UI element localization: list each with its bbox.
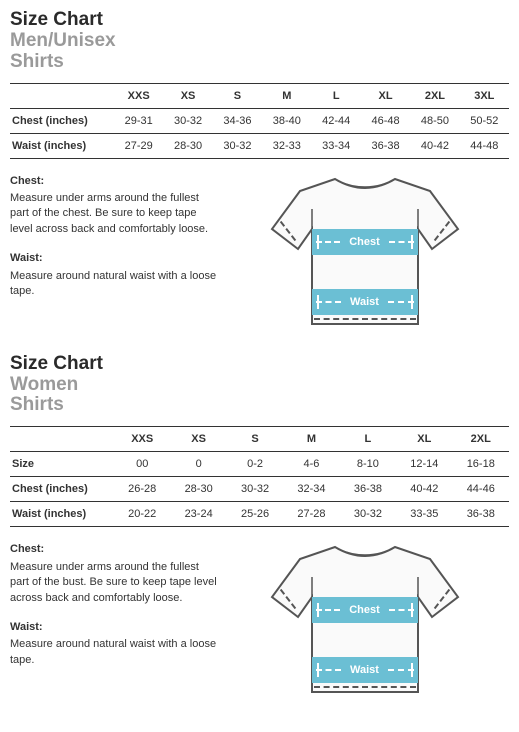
men-size-table: XXSXSSMLXL2XL3XL Chest (inches)29-3130-3… bbox=[10, 83, 509, 159]
women-chest-desc: Measure under arms around the fullest pa… bbox=[10, 560, 220, 606]
cell: 29-31 bbox=[114, 108, 163, 133]
cell: 30-32 bbox=[227, 477, 283, 502]
men-info-text: Chest: Measure under arms around the ful… bbox=[10, 174, 220, 334]
table-header: S bbox=[213, 83, 262, 108]
row-label: Waist (inches) bbox=[10, 502, 114, 527]
cell: 28-30 bbox=[163, 133, 212, 158]
women-title-main: Size Chart bbox=[10, 354, 509, 375]
cell: 32-33 bbox=[262, 133, 311, 158]
men-title-main: Size Chart bbox=[10, 10, 509, 31]
table-row: Chest (inches)29-3130-3234-3638-4042-444… bbox=[10, 108, 509, 133]
men-waist-label: Waist: bbox=[10, 251, 220, 266]
men-chest-label: Chest: bbox=[10, 174, 220, 189]
table-header: 2XL bbox=[453, 427, 509, 452]
men-chest-band: Chest bbox=[312, 229, 418, 255]
table-header: XXS bbox=[114, 427, 170, 452]
women-shirt-diagram: Chest Waist bbox=[260, 537, 470, 702]
cell: 50-52 bbox=[460, 108, 509, 133]
cell: 30-32 bbox=[213, 133, 262, 158]
cell: 23-24 bbox=[170, 502, 226, 527]
women-info-text: Chest: Measure under arms around the ful… bbox=[10, 542, 220, 702]
women-section: Size Chart Women Shirts XXSXSSMLXL2XL Si… bbox=[10, 354, 509, 703]
table-header: XL bbox=[396, 427, 452, 452]
cell: 32-34 bbox=[283, 477, 339, 502]
cell: 46-48 bbox=[361, 108, 410, 133]
row-label: Size bbox=[10, 452, 114, 477]
men-shirt-wrap: Chest Waist bbox=[220, 169, 509, 334]
table-header: M bbox=[283, 427, 339, 452]
men-band-waist-label: Waist bbox=[345, 296, 384, 308]
table-row: Size0000-24-68-1012-1416-18 bbox=[10, 452, 509, 477]
table-header bbox=[10, 83, 114, 108]
cell: 0 bbox=[170, 452, 226, 477]
table-header bbox=[10, 427, 114, 452]
table-header: XXS bbox=[114, 83, 163, 108]
cell: 28-30 bbox=[170, 477, 226, 502]
cell: 33-35 bbox=[396, 502, 452, 527]
table-header: XS bbox=[163, 83, 212, 108]
cell: 0-2 bbox=[227, 452, 283, 477]
women-band-waist-label: Waist bbox=[345, 664, 384, 676]
cell: 36-38 bbox=[361, 133, 410, 158]
table-header: L bbox=[312, 83, 361, 108]
table-row: Waist (inches)27-2928-3030-3232-3333-343… bbox=[10, 133, 509, 158]
cell: 44-48 bbox=[460, 133, 509, 158]
men-title-sub2: Shirts bbox=[10, 52, 509, 73]
row-label: Chest (inches) bbox=[10, 477, 114, 502]
cell: 12-14 bbox=[396, 452, 452, 477]
men-waist-desc: Measure around natural waist with a loos… bbox=[10, 269, 220, 300]
women-title-sub1: Women bbox=[10, 375, 509, 396]
cell: 27-28 bbox=[283, 502, 339, 527]
men-shirt-diagram: Chest Waist bbox=[260, 169, 470, 334]
women-waist-band: Waist bbox=[312, 657, 418, 683]
cell: 00 bbox=[114, 452, 170, 477]
men-title-sub1: Men/Unisex bbox=[10, 31, 509, 52]
cell: 4-6 bbox=[283, 452, 339, 477]
table-header: 2XL bbox=[410, 83, 459, 108]
table-row: Chest (inches)26-2828-3030-3232-3436-384… bbox=[10, 477, 509, 502]
cell: 16-18 bbox=[453, 452, 509, 477]
cell: 34-36 bbox=[213, 108, 262, 133]
table-header: XL bbox=[361, 83, 410, 108]
men-info-row: Chest: Measure under arms around the ful… bbox=[10, 174, 509, 334]
cell: 33-34 bbox=[312, 133, 361, 158]
table-header: L bbox=[340, 427, 396, 452]
cell: 30-32 bbox=[340, 502, 396, 527]
women-header-row: XXSXSSMLXL2XL bbox=[10, 427, 509, 452]
cell: 8-10 bbox=[340, 452, 396, 477]
cell: 40-42 bbox=[410, 133, 459, 158]
cell: 44-46 bbox=[453, 477, 509, 502]
cell: 48-50 bbox=[410, 108, 459, 133]
women-waist-label: Waist: bbox=[10, 620, 220, 635]
women-size-table: XXSXSSMLXL2XL Size0000-24-68-1012-1416-1… bbox=[10, 426, 509, 527]
men-chest-desc: Measure under arms around the fullest pa… bbox=[10, 191, 220, 237]
men-band-chest-label: Chest bbox=[344, 236, 385, 248]
cell: 20-22 bbox=[114, 502, 170, 527]
cell: 26-28 bbox=[114, 477, 170, 502]
cell: 30-32 bbox=[163, 108, 212, 133]
cell: 25-26 bbox=[227, 502, 283, 527]
women-chest-band: Chest bbox=[312, 597, 418, 623]
cell: 40-42 bbox=[396, 477, 452, 502]
men-header-row: XXSXSSMLXL2XL3XL bbox=[10, 83, 509, 108]
women-shirt-wrap: Chest Waist bbox=[220, 537, 509, 702]
cell: 42-44 bbox=[312, 108, 361, 133]
women-info-row: Chest: Measure under arms around the ful… bbox=[10, 542, 509, 702]
row-label: Chest (inches) bbox=[10, 108, 114, 133]
men-section: Size Chart Men/Unisex Shirts XXSXSSMLXL2… bbox=[10, 10, 509, 334]
cell: 38-40 bbox=[262, 108, 311, 133]
table-header: XS bbox=[170, 427, 226, 452]
women-chest-label: Chest: bbox=[10, 542, 220, 557]
cell: 36-38 bbox=[453, 502, 509, 527]
table-row: Waist (inches)20-2223-2425-2627-2830-323… bbox=[10, 502, 509, 527]
men-waist-band: Waist bbox=[312, 289, 418, 315]
table-header: M bbox=[262, 83, 311, 108]
cell: 27-29 bbox=[114, 133, 163, 158]
row-label: Waist (inches) bbox=[10, 133, 114, 158]
women-band-chest-label: Chest bbox=[344, 604, 385, 616]
table-header: S bbox=[227, 427, 283, 452]
cell: 36-38 bbox=[340, 477, 396, 502]
women-title-sub2: Shirts bbox=[10, 395, 509, 416]
table-header: 3XL bbox=[460, 83, 509, 108]
